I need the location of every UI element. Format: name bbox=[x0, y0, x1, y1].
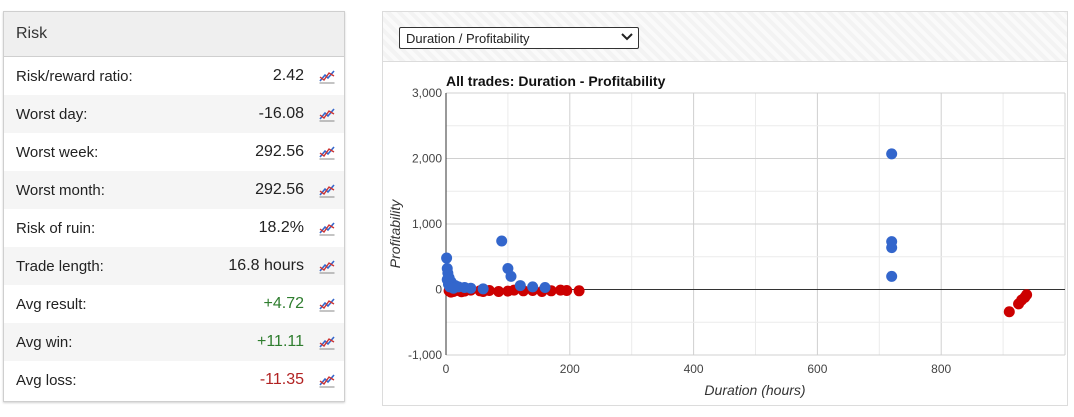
win-point bbox=[514, 280, 526, 292]
chevron-down-icon bbox=[616, 32, 638, 44]
loss-point bbox=[1021, 289, 1033, 301]
win-point bbox=[886, 148, 898, 160]
chart-line-icon[interactable] bbox=[318, 181, 336, 199]
win-point bbox=[496, 235, 508, 247]
risk-row-value: 16.8 hours bbox=[228, 257, 304, 274]
win-point bbox=[539, 282, 551, 294]
x-tick-label: 600 bbox=[807, 362, 827, 376]
chart-line-icon[interactable] bbox=[318, 295, 336, 313]
risk-row-value: +4.72 bbox=[263, 295, 304, 312]
win-point bbox=[886, 242, 898, 254]
risk-row: Avg win: +11.11 bbox=[4, 323, 344, 361]
x-tick-label: 200 bbox=[560, 362, 580, 376]
risk-title: Risk bbox=[16, 25, 48, 42]
win-point bbox=[505, 270, 517, 282]
risk-row: Trade length: 16.8 hours bbox=[4, 247, 344, 285]
y-tick-label: 0 bbox=[435, 283, 442, 297]
y-axis-label: Profitability bbox=[387, 199, 403, 268]
risk-row: Risk/reward ratio: 2.42 bbox=[4, 57, 344, 95]
risk-row-label: Avg win: bbox=[16, 333, 73, 351]
loss-point bbox=[1003, 306, 1015, 318]
chart-line-icon[interactable] bbox=[318, 219, 336, 237]
chart-title: All trades: Duration - Profitability bbox=[446, 73, 666, 89]
risk-row: Worst month: 292.56 bbox=[4, 171, 344, 209]
risk-row-value: -11.35 bbox=[259, 371, 304, 388]
loss-point bbox=[573, 285, 585, 297]
x-tick-label: 800 bbox=[931, 362, 951, 376]
risk-row-label: Avg result: bbox=[16, 295, 87, 313]
chart-type-select[interactable]: Duration / Profitability bbox=[399, 27, 639, 49]
chart-line-icon[interactable] bbox=[318, 333, 336, 351]
risk-row: Risk of ruin: 18.2% bbox=[4, 209, 344, 247]
win-point bbox=[886, 270, 898, 282]
risk-header: Risk bbox=[4, 12, 344, 57]
chart-line-icon[interactable] bbox=[318, 143, 336, 161]
risk-row: Avg result: +4.72 bbox=[4, 285, 344, 323]
risk-row-value: -16.08 bbox=[258, 105, 304, 122]
chart-panel: Duration / Profitability -1,000 0 1,000 2,0… bbox=[382, 11, 1068, 406]
risk-row-label: Worst day: bbox=[16, 105, 88, 123]
win-point bbox=[477, 283, 489, 295]
win-point bbox=[465, 282, 477, 294]
risk-row-value: 2.42 bbox=[272, 67, 304, 84]
risk-row-label: Avg loss: bbox=[16, 371, 77, 389]
risk-row-label: Risk of ruin: bbox=[16, 219, 96, 237]
risk-row-label: Trade length: bbox=[16, 257, 104, 275]
chart-line-icon[interactable] bbox=[318, 105, 336, 123]
win-point bbox=[441, 252, 453, 264]
risk-row: Worst day: -16.08 bbox=[4, 95, 344, 133]
risk-panel: Risk Risk/reward ratio: 2.42 Worst day: -16… bbox=[3, 11, 345, 402]
risk-row-value: 18.2% bbox=[258, 219, 304, 236]
risk-rows: Risk/reward ratio: 2.42 Worst day: -16.08 Wo… bbox=[4, 57, 344, 399]
y-tick-label: 3,000 bbox=[412, 86, 442, 100]
chart-line-icon[interactable] bbox=[318, 257, 336, 275]
risk-row-label: Worst week: bbox=[16, 143, 99, 161]
x-tick-label: 400 bbox=[684, 362, 704, 376]
win-point bbox=[527, 281, 539, 293]
y-tick-label: 2,000 bbox=[412, 152, 442, 166]
chart-toolbar: Duration / Profitability bbox=[383, 12, 1067, 62]
chart-type-select-value: Duration / Profitability bbox=[406, 30, 530, 46]
risk-row-value: +11.11 bbox=[256, 333, 304, 350]
risk-row-value: 292.56 bbox=[255, 143, 304, 160]
y-tick-label: 1,000 bbox=[412, 217, 442, 231]
risk-row-value: 292.56 bbox=[255, 181, 304, 198]
win-point bbox=[447, 282, 459, 294]
y-tick-label: -1,000 bbox=[408, 348, 442, 362]
risk-row-label: Risk/reward ratio: bbox=[16, 67, 133, 85]
chart-line-icon[interactable] bbox=[318, 67, 336, 85]
risk-row: Worst week: 292.56 bbox=[4, 133, 344, 171]
risk-row: Avg loss: -11.35 bbox=[4, 361, 344, 399]
risk-row-label: Worst month: bbox=[16, 181, 105, 199]
x-axis-label: Duration (hours) bbox=[704, 382, 805, 398]
chart-line-icon[interactable] bbox=[318, 371, 336, 389]
loss-point bbox=[561, 284, 573, 296]
x-tick-label: 0 bbox=[443, 362, 450, 376]
loss-point bbox=[493, 285, 505, 297]
